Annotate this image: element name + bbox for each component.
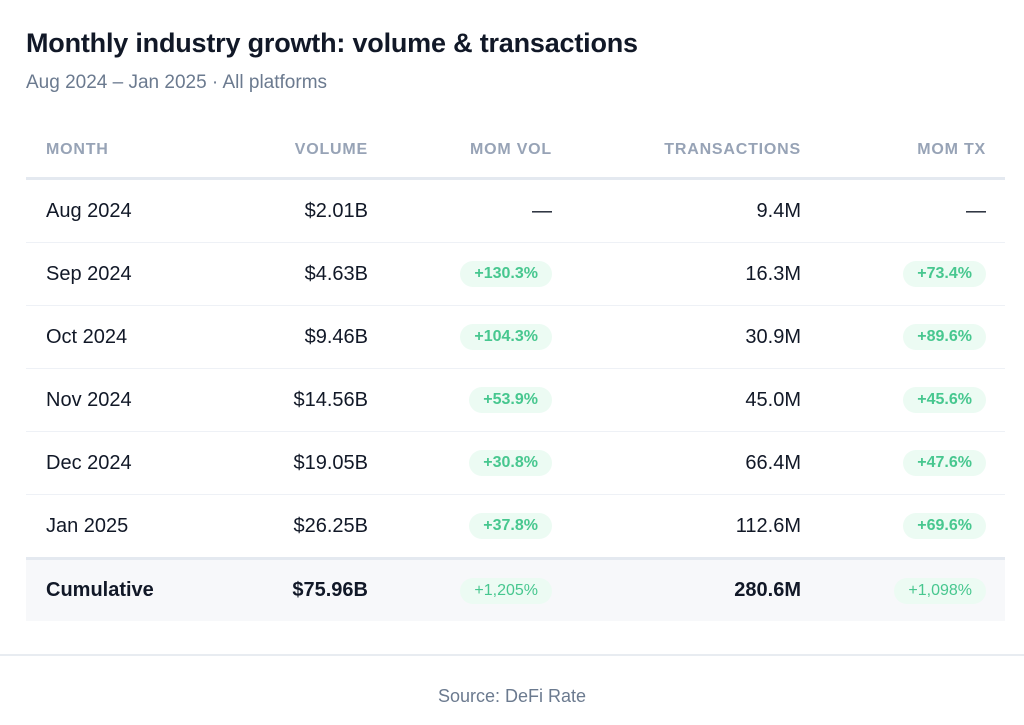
column-header-transactions: TRANSACTIONS [664,140,801,158]
mom-tx-badge: +69.6% [903,513,986,539]
footer-divider [0,654,1024,656]
table-row: Oct 2024 $9.46B +104.3% 30.9M +89.6% [26,306,1005,369]
table-row: Sep 2024 $4.63B +130.3% 16.3M +73.4% [26,243,1005,306]
cumulative-transactions: 280.6M [734,579,801,601]
mom-vol-badge: +53.9% [469,387,552,413]
volume-cell: $4.63B [304,262,368,285]
transactions-cell: 45.0M [745,388,801,411]
volume-cell: $19.05B [293,451,368,474]
mom-vol-badge: +30.8% [469,450,552,476]
table-row: Nov 2024 $14.56B +53.9% 45.0M +45.6% [26,369,1005,432]
column-header-mom-vol: MOM VOL [469,140,552,158]
month-cell: Sep 2024 [46,262,132,285]
mom-vol-badge: +37.8% [469,513,552,539]
volume-cell: $2.01B [304,199,368,222]
table-row: Aug 2024 $2.01B — 9.4M — [26,180,1005,243]
volume-cell: $14.56B [293,388,368,411]
transactions-cell: 9.4M [756,199,801,222]
mom-tx-badge: +73.4% [903,261,986,287]
cumulative-mom-vol-badge: +1,205% [460,577,552,604]
transactions-cell: 16.3M [745,262,801,285]
mom-vol-badge: +104.3% [460,324,552,350]
column-header-volume: VOLUME [294,140,368,158]
mom-tx-empty: — [966,199,986,222]
cumulative-row: Cumulative $75.96B +1,205% 280.6M +1,098… [26,557,1005,621]
table-header-row: MONTH VOLUME MOM VOL TRANSACTIONS MOM TX [26,122,1005,180]
mom-vol-empty: — [532,199,552,222]
month-cell: Oct 2024 [46,325,128,348]
volume-cell: $9.46B [304,325,368,348]
cumulative-volume: $75.96B [292,579,368,601]
growth-table: MONTH VOLUME MOM VOL TRANSACTIONS MOM TX… [26,122,1005,621]
mom-tx-badge: +89.6% [903,324,986,350]
month-cell: Dec 2024 [46,451,132,474]
column-header-month: MONTH [46,140,109,158]
mom-tx-badge: +45.6% [903,387,986,413]
transactions-cell: 30.9M [745,325,801,348]
month-cell: Nov 2024 [46,388,132,411]
cumulative-label: Cumulative [46,579,154,601]
cumulative-mom-tx-badge: +1,098% [894,577,986,604]
table-row: Dec 2024 $19.05B +30.8% 66.4M +47.6% [26,432,1005,495]
column-header-mom-tx: MOM TX [917,140,986,158]
mom-tx-badge: +47.6% [903,450,986,476]
transactions-cell: 66.4M [745,451,801,474]
mom-vol-badge: +130.3% [460,261,552,287]
month-cell: Aug 2024 [46,199,132,222]
table-row: Jan 2025 $26.25B +37.8% 112.6M +69.6% [26,495,1005,557]
page-title: Monthly industry growth: volume & transa… [26,28,638,58]
transactions-cell: 112.6M [735,514,801,537]
volume-cell: $26.25B [293,514,368,537]
month-cell: Jan 2025 [46,514,129,537]
source-note: Source: DeFi Rate [437,686,587,706]
page-subtitle: Aug 2024 – Jan 2025 · All platforms [26,72,328,93]
